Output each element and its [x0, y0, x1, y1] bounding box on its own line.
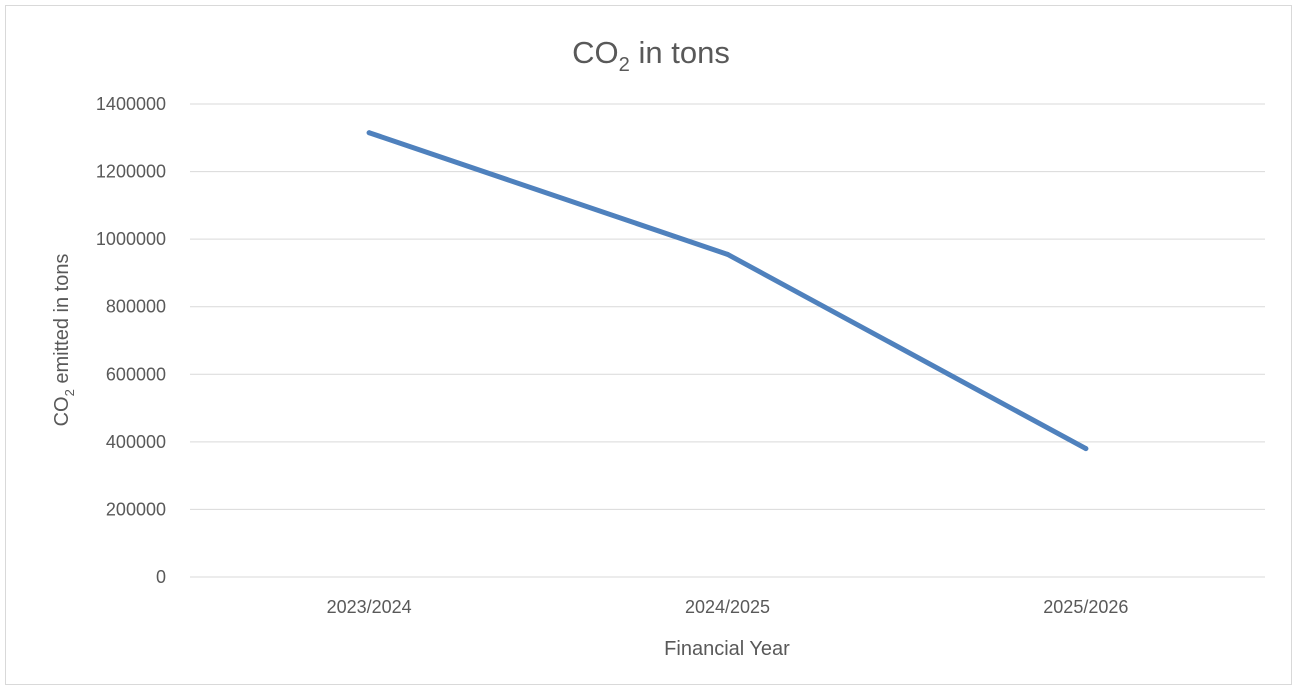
- y-axis-title: CO2 emitted in tons: [51, 254, 77, 427]
- y-tick-label: 0: [156, 567, 166, 587]
- x-tick-labels: 2023/2024 2024/2025 2025/2026: [327, 597, 1129, 617]
- data-point: [366, 130, 372, 136]
- y-tick-label: 200000: [106, 499, 166, 519]
- gridlines: [190, 103, 1265, 578]
- y-tick-label: 400000: [106, 432, 166, 452]
- chart-title: CO2 in tons: [572, 35, 730, 76]
- x-tick-label: 2024/2025: [685, 597, 770, 617]
- y-tick-label: 600000: [106, 364, 166, 384]
- data-point: [725, 251, 730, 257]
- y-tick-label: 1000000: [96, 229, 166, 249]
- y-tick-label: 1200000: [96, 162, 166, 182]
- x-tick-label: 2025/2026: [1043, 597, 1128, 617]
- y-tick-labels: 0 200000 400000 600000 800000 1000000 1200000 1…: [96, 94, 166, 587]
- x-axis-title: Financial Year: [664, 638, 790, 660]
- series-line: [366, 130, 1089, 452]
- series-layer: [366, 130, 1089, 452]
- y-tick-label: 800000: [106, 297, 166, 317]
- data-point: [1083, 446, 1089, 452]
- chart-frame: [5, 5, 1292, 685]
- y-tick-label: 1400000: [96, 94, 166, 114]
- x-tick-label: 2023/2024: [327, 597, 412, 617]
